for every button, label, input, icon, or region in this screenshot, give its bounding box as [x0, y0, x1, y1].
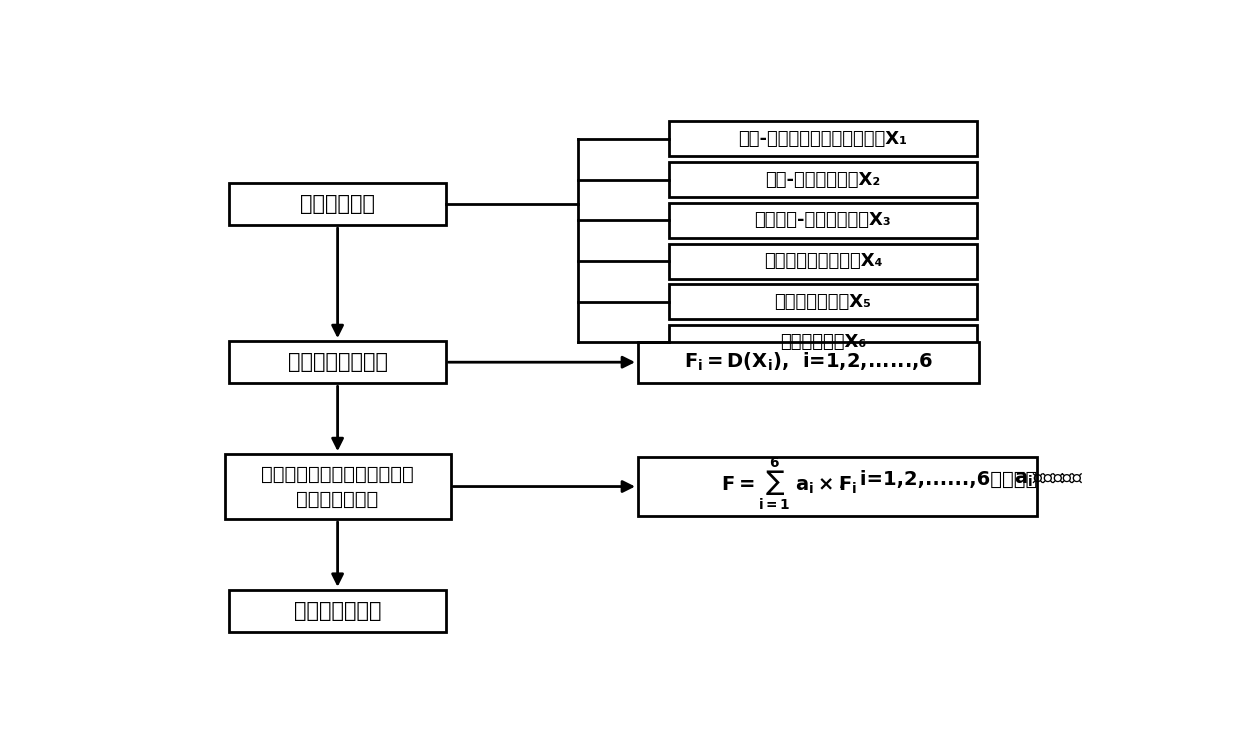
- Text: 影响因素选取: 影响因素选取: [300, 194, 374, 214]
- Text: 源岩-断层接触面积X₂: 源岩-断层接触面积X₂: [765, 170, 880, 189]
- Text: ,  i=1,2,......,6，其中，: , i=1,2,......,6，其中，: [839, 470, 1038, 490]
- Bar: [670, 203, 977, 238]
- Text: 断层倾角余弦值X₅: 断层倾角余弦值X₅: [775, 293, 872, 310]
- Text: 选择勘探潜力区: 选择勘探潜力区: [294, 601, 382, 621]
- Bar: [670, 325, 977, 360]
- Text: $\mathbf{F_i=D(X_i)}$,  i=1,2,......,6: $\mathbf{F_i=D(X_i)}$, i=1,2,......,6: [683, 351, 934, 374]
- Bar: [229, 341, 445, 383]
- Bar: [229, 183, 445, 225]
- Bar: [637, 457, 1037, 516]
- Text: $\mathbf{a_i}$为权重系数: $\mathbf{a_i}$为权重系数: [1014, 470, 1084, 490]
- Bar: [229, 589, 445, 632]
- Text: 源岩-断层接触处平均生气强度X₁: 源岩-断层接触处平均生气强度X₁: [738, 130, 908, 148]
- Bar: [670, 162, 977, 197]
- Text: 成藏期源-储剩余压力差X₃: 成藏期源-储剩余压力差X₃: [755, 211, 892, 229]
- Bar: [670, 244, 977, 278]
- Bar: [670, 284, 977, 319]
- Text: $\mathbf{F = \sum_{i=1}^{6}\ a_i \times F_i}$: $\mathbf{F = \sum_{i=1}^{6}\ a_i \times …: [722, 454, 857, 512]
- Text: 建立断控天然气藏富集程度的
多因素预测模型: 建立断控天然气藏富集程度的 多因素预测模型: [262, 465, 414, 509]
- Bar: [637, 342, 980, 382]
- Bar: [224, 454, 450, 519]
- Text: 天然气纵向运移距离X₄: 天然气纵向运移距离X₄: [764, 252, 882, 270]
- Text: 保存条件参数X₆: 保存条件参数X₆: [780, 333, 866, 352]
- Text: 单因素相关性分析: 单因素相关性分析: [288, 352, 388, 372]
- Bar: [670, 121, 977, 156]
